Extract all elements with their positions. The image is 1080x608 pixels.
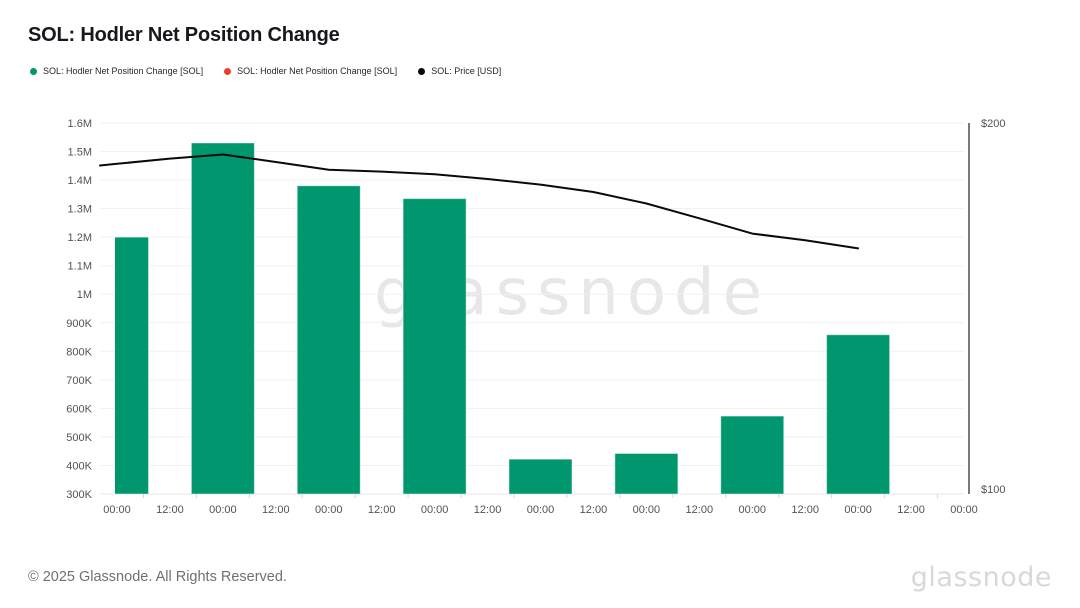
svg-text:00:00: 00:00 <box>103 504 131 516</box>
svg-text:12:00: 12:00 <box>686 504 714 516</box>
price-line <box>99 153 860 250</box>
bar-hodler-net-position <box>115 236 149 494</box>
svg-text:1.6M: 1.6M <box>68 118 92 130</box>
svg-text:12:00: 12:00 <box>368 504 396 516</box>
bar-hodler-net-position <box>720 415 785 494</box>
svg-text:1.5M: 1.5M <box>68 147 92 159</box>
svg-text:00:00: 00:00 <box>950 504 978 516</box>
svg-text:00:00: 00:00 <box>527 504 555 516</box>
svg-text:1.1M: 1.1M <box>68 261 92 273</box>
red-series-dot-icon <box>224 67 232 75</box>
page-title: SOL: Hodler Net Position Change <box>28 24 340 46</box>
svg-text:300K: 300K <box>66 489 92 501</box>
legend-item-label: SOL: Hodler Net Position Change [SOL] <box>237 66 398 76</box>
svg-text:12:00: 12:00 <box>580 504 608 516</box>
legend-item-hodler-net-position-green[interactable]: SOL: Hodler Net Position Change [SOL] <box>30 66 203 76</box>
chart-canvas[interactable]: 1.6M 1.5M 1.4M 1.3M 1.2M 1.1M 1M 900K 800K 700K 60… <box>0 0 1080 545</box>
copyright-text: © 2025 Glassnode. All Rights Reserved. <box>28 569 287 585</box>
svg-text:1.2M: 1.2M <box>68 232 92 244</box>
bar-hodler-net-position <box>190 142 255 494</box>
svg-text:700K: 700K <box>66 375 92 387</box>
bar-hodler-net-position <box>508 458 573 494</box>
bar-hodler-net-position <box>296 185 361 494</box>
legend-item-label: SOL: Hodler Net Position Change [SOL] <box>43 66 204 76</box>
svg-text:00:00: 00:00 <box>209 504 237 516</box>
svg-text:00:00: 00:00 <box>421 504 449 516</box>
svg-text:00:00: 00:00 <box>844 504 872 516</box>
glassnode-logo-text: glassnode <box>910 561 1052 593</box>
black-series-dot-icon <box>418 67 426 75</box>
svg-text:1.3M: 1.3M <box>68 204 92 216</box>
svg-text:12:00: 12:00 <box>156 504 184 516</box>
svg-text:600K: 600K <box>66 403 92 415</box>
green-series-dot-icon <box>30 67 37 75</box>
svg-text:00:00: 00:00 <box>738 504 766 516</box>
svg-text:900K: 900K <box>66 318 92 330</box>
svg-text:12:00: 12:00 <box>791 504 819 516</box>
svg-text:$100: $100 <box>981 484 1005 496</box>
svg-text:12:00: 12:00 <box>474 504 502 516</box>
bar-hodler-net-position <box>402 198 467 494</box>
svg-text:500K: 500K <box>66 432 92 444</box>
bar-hodler-net-position <box>614 452 679 494</box>
svg-text:00:00: 00:00 <box>633 504 661 516</box>
legend: SOL: Hodler Net Position Change [SOL] SO… <box>30 66 501 76</box>
svg-text:800K: 800K <box>66 346 92 358</box>
footer: © 2025 Glassnode. All Rights Reserved. g… <box>0 546 1080 608</box>
svg-text:1.4M: 1.4M <box>68 175 92 187</box>
svg-text:400K: 400K <box>66 460 92 472</box>
svg-text:1M: 1M <box>77 289 92 301</box>
svg-text:12:00: 12:00 <box>897 504 925 516</box>
bar-hodler-net-position <box>826 334 891 494</box>
svg-text:$200: $200 <box>981 118 1005 130</box>
legend-item-label: SOL: Price [USD] <box>431 66 502 76</box>
legend-item-hodler-net-position-red[interactable]: SOL: Hodler Net Position Change [SOL] <box>224 66 397 76</box>
legend-item-price[interactable]: SOL: Price [USD] <box>418 66 501 76</box>
svg-text:00:00: 00:00 <box>315 504 343 516</box>
svg-text:12:00: 12:00 <box>262 504 290 516</box>
